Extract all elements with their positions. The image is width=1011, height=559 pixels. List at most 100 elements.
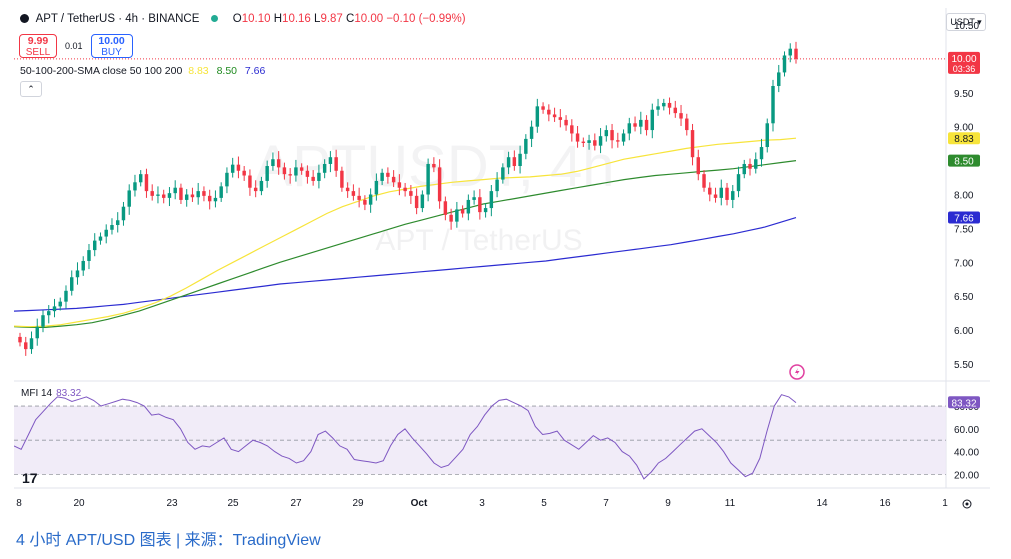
candle-body	[529, 126, 534, 139]
candle-body	[713, 194, 718, 198]
candle-body	[225, 172, 229, 187]
candle-body	[380, 172, 384, 181]
candle-body	[414, 195, 419, 209]
candle-body	[558, 117, 563, 120]
mfi-badge	[948, 396, 980, 409]
candle-body	[253, 187, 258, 192]
sma100-line	[13, 160, 797, 328]
time-tick-label: 29	[352, 498, 364, 509]
candle-body	[47, 311, 51, 316]
currency-select[interactable]: USDT ▾	[946, 13, 986, 31]
candle-body	[75, 270, 80, 278]
candle-body	[794, 48, 798, 59]
candle-body	[328, 157, 333, 164]
ohlc-high: H10.16	[273, 13, 311, 25]
chart-svg[interactable]: APTUSDT, 4h APT / TetherUS 5.506.006.507…	[13, 8, 990, 514]
candle-body	[495, 179, 499, 192]
candle-body	[437, 167, 442, 202]
candle-body	[345, 187, 350, 192]
candle-body	[662, 102, 666, 107]
candle-body	[587, 140, 591, 143]
candle-body	[179, 187, 183, 200]
time-tick-label: 1	[942, 498, 948, 509]
candle-body	[184, 194, 189, 200]
candle-body	[466, 199, 471, 214]
ohlc-low: L9.87	[314, 13, 343, 25]
candle-body	[575, 133, 580, 142]
candle-body	[357, 195, 361, 200]
sma-legend[interactable]: 50-100-200-SMA close 50 100 200 8.83 8.5…	[20, 65, 265, 77]
sell-button[interactable]: 9.99 SELL	[19, 34, 57, 58]
candle-body	[127, 190, 131, 207]
candle-body	[598, 136, 603, 146]
buy-button[interactable]: 10.00 BUY	[90, 34, 133, 58]
price-badge-label: 7.66	[954, 214, 974, 225]
time-tick-label: 5	[541, 498, 547, 509]
candle-body	[765, 123, 769, 148]
candle-body	[564, 119, 568, 126]
candle-body	[87, 250, 91, 261]
candle-body	[777, 72, 781, 86]
spread-value: 0.01	[65, 41, 83, 51]
candle-body	[93, 240, 97, 251]
candle-body	[18, 336, 22, 343]
price-badge	[948, 154, 980, 167]
candle-body	[506, 157, 511, 168]
candle-body	[236, 164, 241, 171]
price-badge-countdown: 03:36	[953, 64, 976, 74]
candle-body	[259, 180, 264, 192]
candle-body	[248, 175, 252, 188]
binance-logo-icon	[20, 14, 29, 23]
candle-body	[501, 167, 505, 180]
candle-body	[334, 157, 338, 171]
candle-body	[409, 191, 413, 196]
mfi-legend[interactable]: MFI 14 83.32	[21, 388, 81, 399]
candle-body	[460, 209, 465, 214]
candle-body	[702, 174, 706, 188]
candle-body	[161, 194, 166, 198]
price-tick-label: 6.50	[954, 292, 974, 303]
candle-body	[81, 260, 85, 271]
candle-body	[110, 225, 114, 230]
flash-icon[interactable]	[789, 364, 805, 380]
candle-body	[35, 326, 39, 339]
mfi-tick-label: 40.00	[954, 448, 979, 459]
price-tick-label: 9.50	[954, 89, 974, 100]
price-axis: 5.50 6.00 6.50 7.00 7.50 8.00 8.50 9.00 9.50 10.5…	[948, 21, 980, 481]
candle-body	[294, 167, 298, 176]
collapse-legend-button[interactable]: ⌃	[20, 81, 42, 97]
candle-body	[368, 194, 373, 205]
candle-body	[265, 166, 269, 181]
candle-body	[299, 167, 304, 171]
candle-body	[719, 187, 723, 198]
candle-body	[288, 174, 292, 176]
settings-gear-icon[interactable]	[962, 499, 972, 509]
candle-body	[403, 187, 407, 192]
time-tick-label: 9	[665, 498, 671, 509]
candle-body	[282, 167, 287, 175]
candle-body	[104, 229, 108, 237]
chart-area[interactable]: APTUSDT, 4h APT / TetherUS 5.50 6.00 6.50 7…	[13, 8, 990, 514]
candle-body	[420, 194, 425, 209]
candle-body	[478, 197, 482, 213]
time-tick-label: 23	[166, 498, 178, 509]
sma200-polyline	[13, 217, 797, 312]
price-tick-label: 7.50	[954, 224, 974, 235]
candle-body	[121, 206, 126, 221]
tradingview-logo[interactable]: 17	[22, 470, 38, 486]
candle-body	[156, 194, 160, 196]
candle-body	[242, 170, 246, 176]
candle-body	[340, 170, 344, 188]
candle-body	[98, 236, 103, 241]
candle-body	[115, 220, 120, 226]
candle-body	[650, 109, 655, 131]
trade-buttons: 9.99 SELL 0.01 10.00 BUY	[19, 34, 133, 58]
candle-body	[24, 342, 28, 350]
candle-body	[673, 107, 678, 114]
candle-body	[489, 191, 494, 209]
candle-body	[150, 191, 154, 196]
sma100-polyline	[13, 160, 797, 328]
candle-body	[449, 214, 453, 222]
candle-body	[690, 130, 695, 158]
candle-body	[552, 114, 557, 118]
